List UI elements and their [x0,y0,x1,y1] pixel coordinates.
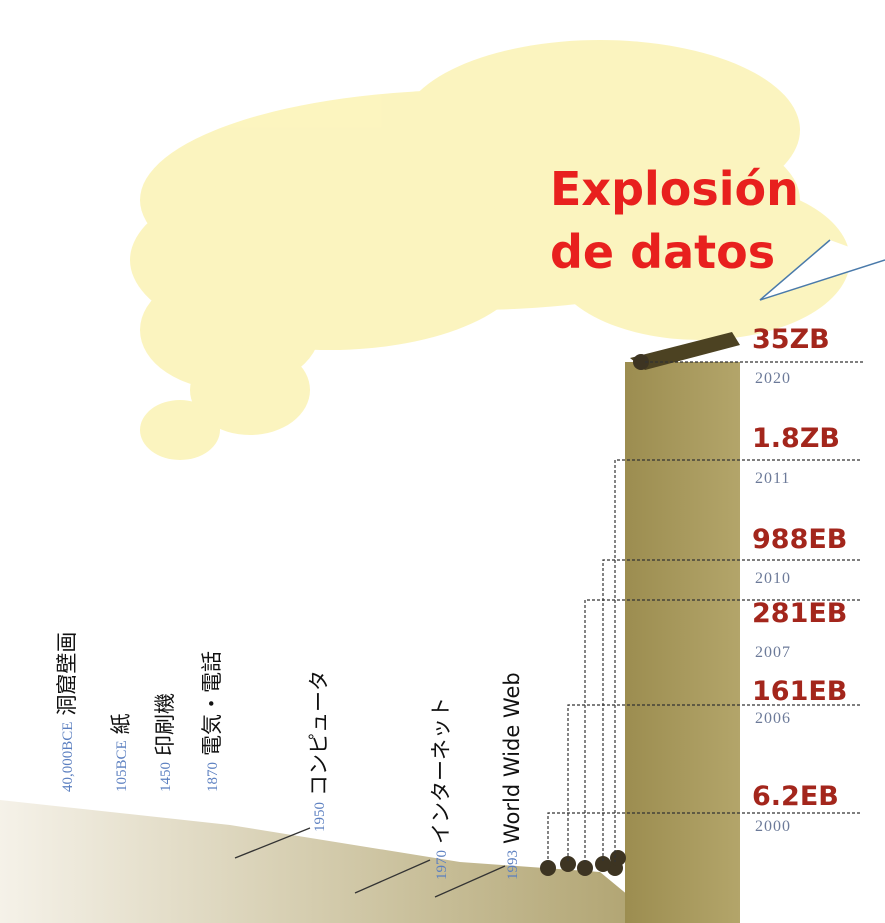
milestone-label: 電気・電話 [200,651,224,756]
amount: 161EB [752,676,847,707]
milestone-label: 洞窟壁画 [55,632,79,716]
pillar [625,362,740,923]
milestone-label: コンピュータ [307,670,331,796]
year: 2020 [755,370,791,387]
dots [540,850,626,876]
floor-lines [234,827,506,898]
year: 2006 [755,710,791,727]
amount: 1.8ZB [752,423,840,454]
milestone-label: 印刷機 [153,693,177,756]
callout-line: Explosión [550,162,799,216]
callout: Explosión de datos [550,162,885,301]
year: 2007 [755,644,791,661]
milestone-label: World Wide Web [500,672,524,844]
milestone-year: 1450 [158,762,174,792]
milestone-year: 40,000BCE [60,722,76,792]
milestone-year: 1870 [205,762,221,792]
amount: 35ZB [752,324,830,355]
dot [595,856,611,872]
dot [610,850,626,866]
leader [547,812,860,862]
year: 2010 [755,570,791,587]
milestone-year: 1970 [434,850,450,880]
dot [560,856,576,872]
dot [577,860,593,876]
amount: 281EB [752,598,847,629]
floor [0,800,640,923]
pillar-top [630,332,740,370]
milestone-year: 1950 [312,802,328,832]
milestone-year: 105BCE [114,740,130,792]
milestone-year: 1993 [505,850,521,880]
amount: 6.2EB [752,781,839,812]
leader [584,599,860,862]
year: 2011 [755,470,790,487]
dot [540,860,556,876]
amount: 988EB [752,524,847,555]
dot [633,354,649,370]
cloud [130,40,850,460]
leader [614,459,860,862]
callout-line: de datos [550,225,775,279]
year: 2000 [755,818,791,835]
milestone-label: インターネット [429,697,453,844]
milestone-label: 紙 [109,713,133,734]
leader [602,559,860,862]
leader [567,704,860,862]
